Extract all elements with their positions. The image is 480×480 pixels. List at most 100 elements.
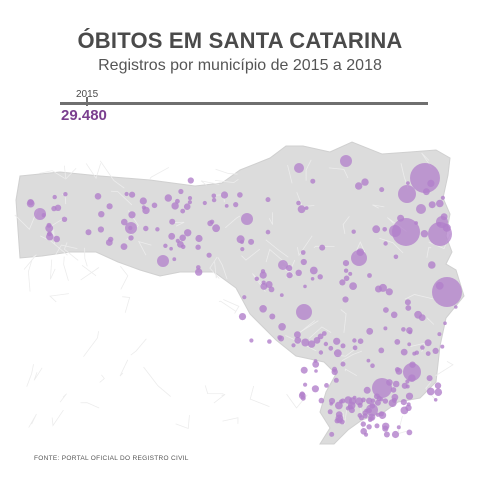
municipality-bubble[interactable] [382,398,389,404]
municipality-bubble[interactable] [373,393,380,400]
municipality-bubble[interactable] [300,366,308,374]
municipality-bubble[interactable] [366,424,372,430]
municipality-bubble[interactable] [294,337,302,344]
municipality-bubble[interactable] [369,402,376,409]
municipality-bubble[interactable] [187,196,193,201]
municipality-bubble[interactable] [297,205,306,214]
municipality-bubble[interactable] [329,431,335,437]
municipality-bubble[interactable] [348,271,353,276]
municipality-bubble[interactable] [428,201,436,209]
municipality-bubble[interactable] [374,423,380,429]
municipality-bubble[interactable] [437,332,442,337]
municipality-bubble[interactable] [443,321,447,326]
municipality-bubble[interactable] [242,295,247,300]
municipality-bubble[interactable] [393,254,399,260]
municipality-bubble[interactable] [340,343,346,349]
municipality-bubble[interactable] [317,274,323,280]
municipality-bubble[interactable] [317,333,324,340]
municipality-bubble[interactable] [440,344,445,349]
municipality-bubble[interactable] [379,397,384,402]
municipality-bubble[interactable] [143,225,149,232]
municipality-bubble[interactable] [396,425,401,430]
municipality-bubble[interactable] [171,202,179,210]
municipality-bubble[interactable] [286,265,293,272]
municipality-bubble[interactable] [436,222,442,227]
municipality-bubble[interactable] [434,382,442,389]
municipality-bubble[interactable] [369,416,374,421]
municipality-bubble[interactable] [378,411,384,417]
municipality-bubble[interactable] [414,221,418,225]
municipality-bubble[interactable] [212,224,221,233]
municipality-bubble[interactable] [26,199,35,208]
municipality-bubble[interactable] [427,179,435,187]
municipality-bubble[interactable] [265,229,271,235]
municipality-bubble[interactable] [151,202,158,209]
municipality-bubble[interactable] [432,347,439,354]
municipality-bubble[interactable] [333,337,341,345]
municipality-bubble[interactable] [63,192,68,197]
municipality-bubble[interactable] [169,246,173,251]
municipality-bubble[interactable] [406,402,411,407]
municipality-bubble[interactable] [121,218,128,226]
municipality-bubble[interactable] [179,234,186,242]
municipality-bubble[interactable] [348,407,355,414]
municipality-bubble[interactable] [357,402,363,408]
municipality-bubble[interactable] [424,339,432,347]
municipality-bubble[interactable] [434,388,443,397]
municipality-bubble[interactable] [211,193,217,199]
municipality-bubble[interactable] [169,218,176,225]
municipality-bubble[interactable] [108,236,114,243]
municipality-bubble[interactable] [45,224,54,233]
municipality-bubble[interactable] [195,234,203,243]
municipality-bubble[interactable] [361,397,366,403]
municipality-bubble[interactable] [407,342,412,347]
municipality-bubble[interactable] [236,235,245,244]
municipality-bubble[interactable] [307,340,316,348]
municipality-bubble[interactable] [398,185,416,203]
municipality-bubble[interactable] [328,397,336,405]
municipality-bubble[interactable] [366,407,372,414]
municipality-bubble[interactable] [410,163,440,193]
municipality-bubble[interactable] [420,345,425,350]
municipality-bubble[interactable] [392,380,400,388]
municipality-bubble[interactable] [206,252,212,258]
municipality-bubble[interactable] [454,305,458,309]
municipality-bubble[interactable] [425,351,431,356]
municipality-bubble[interactable] [388,399,397,408]
municipality-bubble[interactable] [124,191,129,197]
municipality-bubble[interactable] [303,284,307,289]
municipality-bubble[interactable] [432,277,462,307]
municipality-bubble[interactable] [178,188,184,195]
municipality-bubble[interactable] [168,232,176,240]
municipality-bubble[interactable] [409,361,416,368]
municipality-bubble[interactable] [172,257,177,262]
municipality-bubble[interactable] [195,268,203,276]
municipality-bubble[interactable] [300,250,306,255]
municipality-bubble[interactable] [352,345,358,351]
municipality-bubble[interactable] [391,430,400,439]
municipality-bubble[interactable] [379,283,387,292]
municipality-bubble[interactable] [248,238,255,245]
municipality-bubble[interactable] [378,347,385,354]
municipality-bubble[interactable] [435,281,444,290]
municipality-bubble[interactable] [233,202,239,208]
municipality-bubble[interactable] [420,230,429,238]
municipality-bubble[interactable] [375,412,380,417]
municipality-bubble[interactable] [333,377,339,383]
municipality-bubble[interactable] [324,383,329,388]
municipality-bubble[interactable] [279,293,284,297]
municipality-bubble[interactable] [389,225,401,237]
municipality-bubble[interactable] [321,331,327,336]
municipality-bubble[interactable] [265,197,271,203]
municipality-bubble[interactable] [336,417,343,424]
municipality-bubble[interactable] [94,193,102,200]
municipality-bubble[interactable] [360,421,366,427]
municipality-bubble[interactable] [385,288,393,296]
municipality-bubble[interactable] [53,235,60,243]
timeline-handle[interactable] [86,97,88,106]
municipality-bubble[interactable] [356,248,365,256]
municipality-bubble[interactable] [400,399,407,406]
municipality-bubble[interactable] [414,350,419,355]
municipality-bubble[interactable] [278,260,288,270]
municipality-bubble[interactable] [328,345,334,351]
